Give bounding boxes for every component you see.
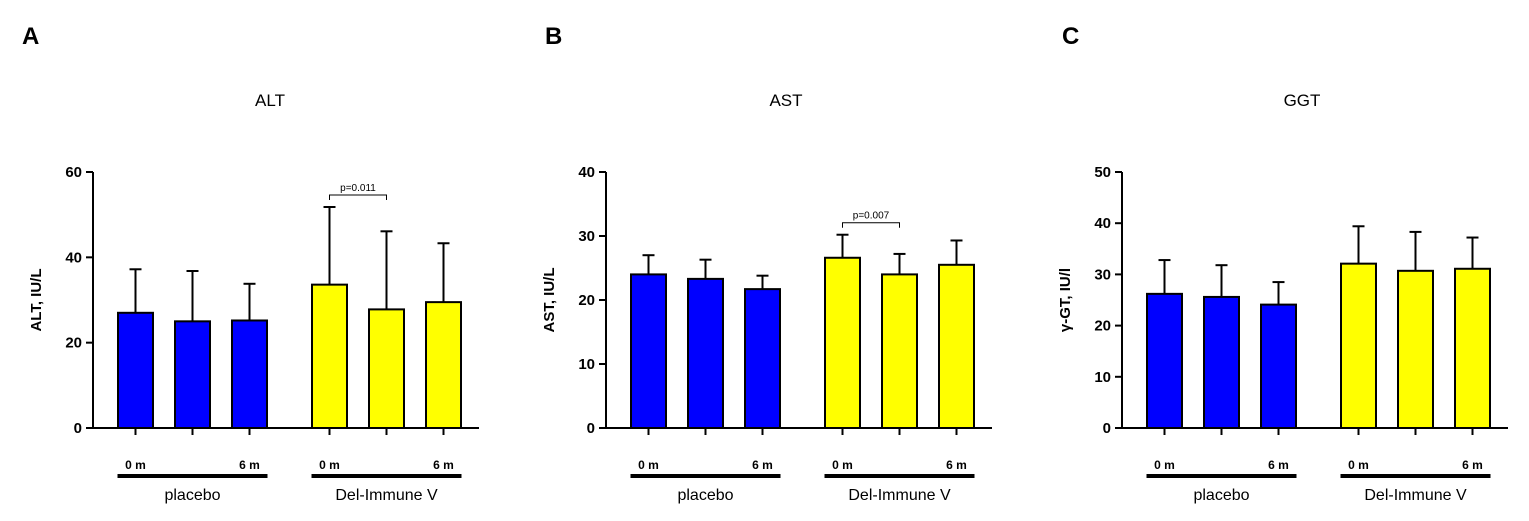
significance-bracket — [329, 194, 387, 200]
chart-title: ALT — [255, 91, 285, 110]
y-tick-label: 20 — [1094, 318, 1111, 335]
bar-placebo-3 — [231, 319, 268, 430]
y-tick-label: 0 — [587, 420, 595, 437]
bar-del-immune-v-2 — [368, 308, 405, 429]
time-label-end: 6 m — [1462, 458, 1483, 472]
chart-title: GGT — [1284, 91, 1321, 110]
bar-del-immune-v-3 — [425, 301, 462, 429]
time-label-start: 0 m — [832, 458, 853, 472]
y-axis-label: AST, IU/L — [541, 267, 558, 332]
time-label-end: 6 m — [752, 458, 773, 472]
significance-label: p=0.007 — [853, 211, 890, 222]
group-label: Del-Immune V — [848, 487, 951, 504]
time-label-end: 6 m — [946, 458, 967, 472]
y-tick-label: 20 — [578, 292, 595, 309]
y-tick-label: 30 — [578, 228, 595, 245]
bar-placebo-3 — [744, 288, 781, 429]
y-tick-label: 20 — [65, 335, 82, 352]
y-tick-label: 60 — [65, 164, 82, 181]
group-label: placebo — [1193, 487, 1249, 504]
bar-del-immune-v-1 — [311, 283, 348, 430]
time-label-start: 0 m — [1154, 458, 1175, 472]
chart-panel-b: B AST 0 10 20 30 40 AST, IU/L 0 m 6 m placebo 0 m 6 … — [541, 23, 992, 504]
y-tick-label: 50 — [1094, 164, 1111, 181]
panel-letter: C — [1062, 23, 1079, 50]
y-tick-label: 40 — [578, 164, 595, 181]
y-tick-label: 30 — [1094, 266, 1111, 283]
bar-del-immune-v-2 — [881, 273, 918, 429]
y-axis-label: γ-GT, IU/l — [1057, 268, 1074, 332]
time-label-start: 0 m — [125, 458, 146, 472]
group-label: placebo — [164, 487, 220, 504]
y-tick-label: 40 — [1094, 215, 1111, 232]
y-axis-label: ALT, IU/L — [28, 268, 45, 331]
time-label-start: 0 m — [1348, 458, 1369, 472]
time-label-end: 6 m — [239, 458, 260, 472]
panel-letter: A — [22, 23, 39, 50]
time-label-end: 6 m — [1268, 458, 1289, 472]
y-tick-label: 10 — [1094, 369, 1111, 386]
bar-placebo-3 — [1260, 303, 1297, 429]
bar-del-immune-v-3 — [938, 263, 975, 429]
bar-placebo-1 — [630, 273, 667, 429]
panel-letter: B — [545, 23, 562, 50]
bar-placebo-1 — [117, 311, 154, 429]
bar-del-immune-v-3 — [1454, 267, 1491, 429]
time-label-end: 6 m — [433, 458, 454, 472]
significance-bracket — [842, 222, 900, 228]
bar-placebo-2 — [1203, 295, 1240, 430]
chart-panel-a: A ALT 0 20 40 60 ALT, IU/L 0 m 6 m placebo 0 m 6 m D… — [22, 23, 479, 504]
group-label: Del-Immune V — [335, 487, 438, 504]
significance-label: p=0.011 — [340, 183, 376, 194]
y-tick-label: 0 — [74, 420, 82, 437]
group-label: Del-Immune V — [1364, 487, 1467, 504]
bar-del-immune-v-1 — [824, 256, 861, 430]
time-label-start: 0 m — [638, 458, 659, 472]
y-tick-label: 0 — [1103, 420, 1111, 437]
group-label: placebo — [677, 487, 733, 504]
bar-placebo-1 — [1146, 292, 1183, 429]
time-label-start: 0 m — [319, 458, 340, 472]
bar-placebo-2 — [174, 320, 211, 430]
bar-del-immune-v-2 — [1397, 269, 1434, 430]
chart-title: AST — [769, 91, 802, 110]
bar-del-immune-v-1 — [1340, 262, 1377, 430]
y-tick-label: 40 — [65, 249, 82, 266]
chart-panel-c: C GGT 0 10 20 30 40 50 γ-GT, IU/l 0 m 6 m placebo 0 … — [1057, 23, 1508, 504]
y-tick-label: 10 — [578, 356, 595, 373]
bar-placebo-2 — [687, 277, 724, 429]
